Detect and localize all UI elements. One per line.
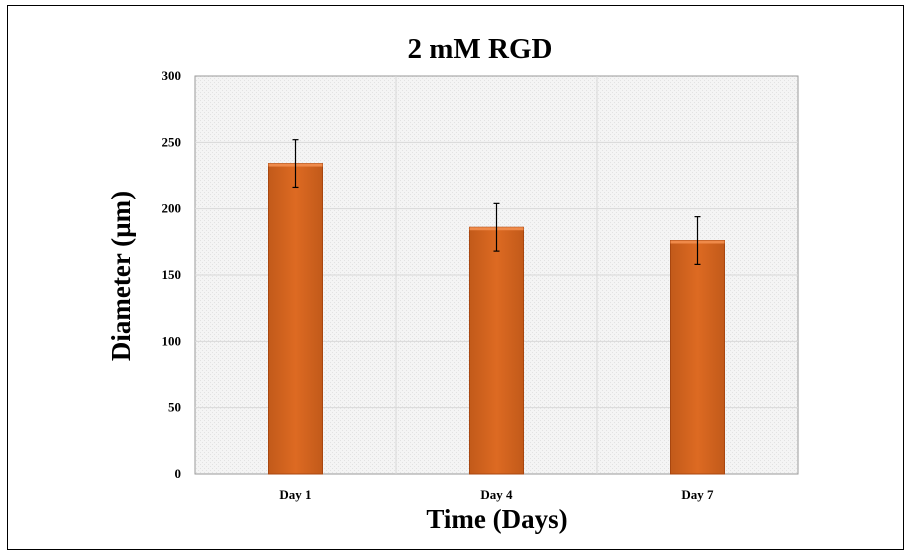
y-tick-labels: 0 50 100 150 200 250 300 [162,68,182,481]
y-tick-label: 300 [162,68,182,83]
x-tick-label: Day 4 [480,487,513,502]
y-tick-label: 100 [162,333,182,348]
bar [469,226,524,475]
y-tick-label: 200 [162,201,182,216]
y-tick-label: 50 [168,400,181,415]
chart-title: 2 mM RGD [408,33,553,65]
bar-group [469,202,524,475]
bar [670,240,725,475]
y-tick-label: 250 [162,134,182,149]
error-bar [292,139,299,189]
y-tick-label: 150 [162,267,182,282]
y-tick-label: 0 [175,466,182,481]
x-axis-label: Time (Days) [426,504,567,534]
bar-group [670,216,725,475]
bars [268,139,725,475]
bar [268,163,323,475]
error-bar [694,216,701,265]
x-tick-label: Day 7 [681,487,714,502]
y-axis-label: Diameter (µm) [106,191,136,361]
x-tick-labels: Day 1 Day 4 Day 7 [279,487,714,502]
error-bar [493,202,500,252]
x-tick-label: Day 1 [279,487,311,502]
bar-group [268,139,323,475]
